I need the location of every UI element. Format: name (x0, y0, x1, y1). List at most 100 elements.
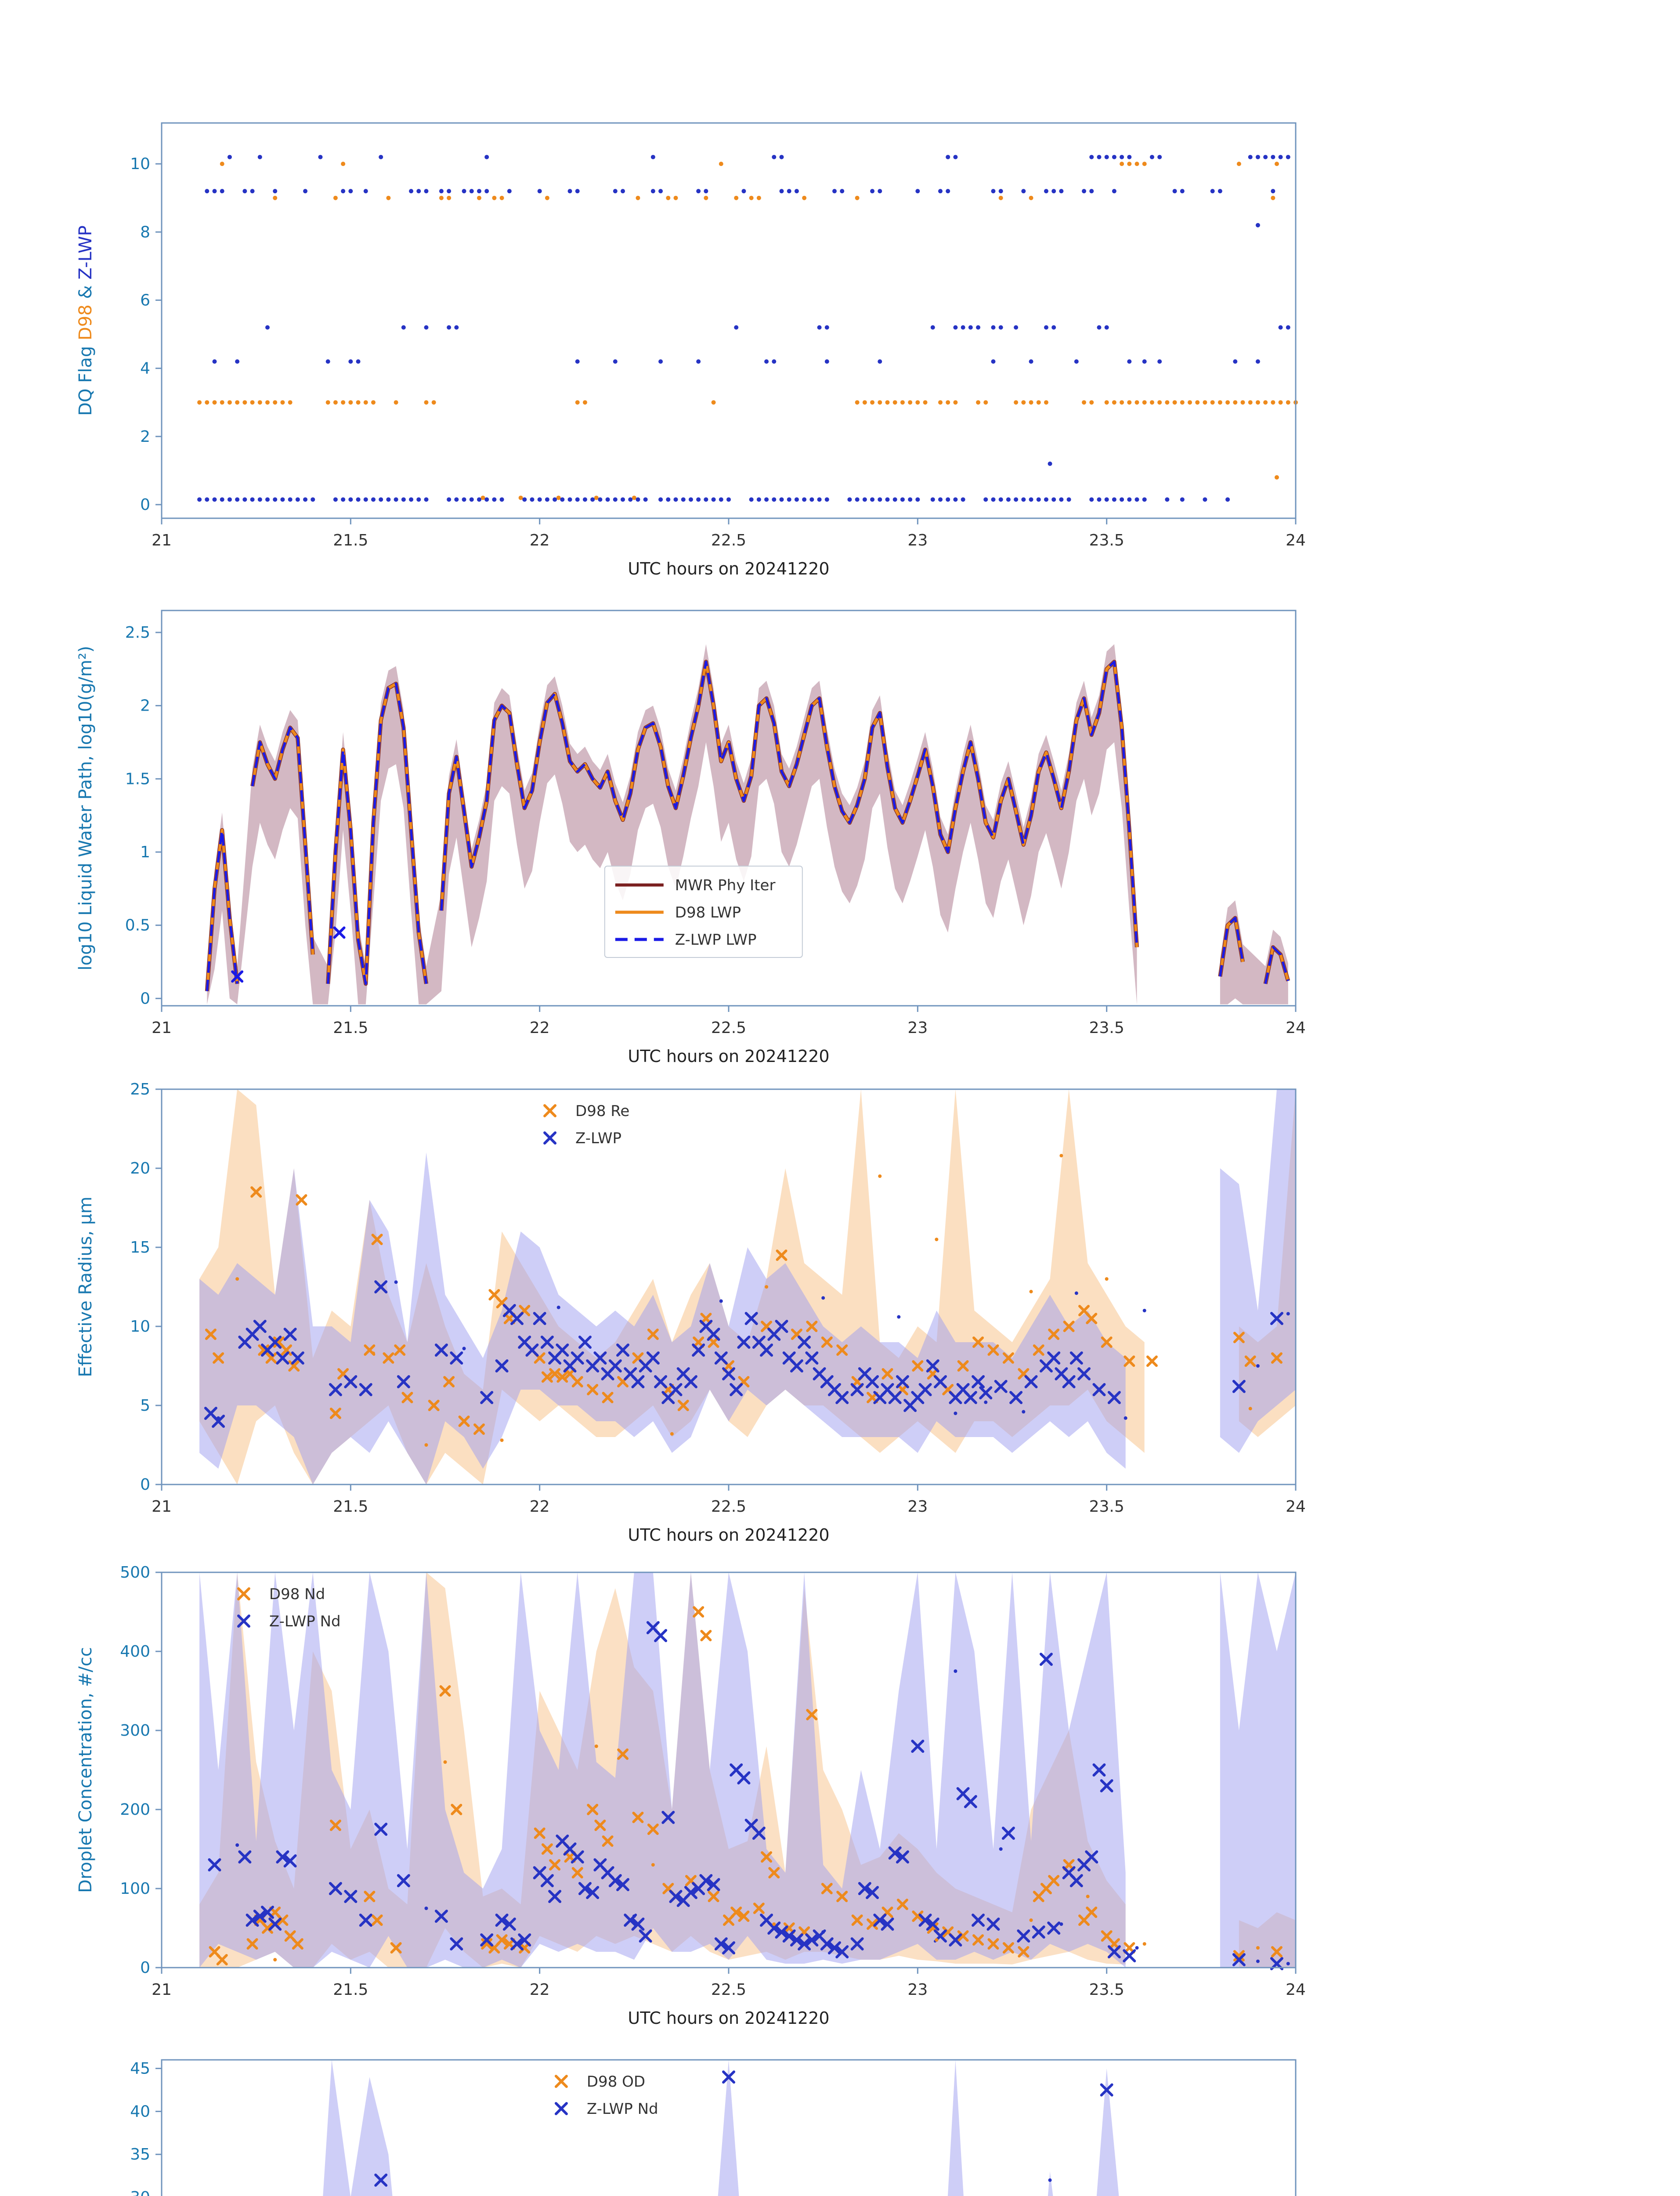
uncertainty-band-1 (199, 1089, 1296, 1484)
uncertainty-band-1 (199, 1572, 1296, 1968)
y-tick-label: 5 (140, 1397, 150, 1415)
series-d98-re (205, 1186, 1283, 1435)
legend-label: D98 Re (575, 1102, 629, 1120)
legend-label: MWR Phy Iter (675, 877, 776, 894)
x-axis-label: UTC hours on 20241220 (628, 2008, 829, 2028)
x-tick-label: 21.5 (333, 1981, 368, 1999)
x-tick-label: 21.5 (333, 531, 368, 549)
x-tick-label: 22 (530, 531, 550, 549)
x-tick-label: 24 (1286, 1981, 1306, 1999)
y-tick-label: 40 (130, 2102, 150, 2120)
y-tick-label: 8 (140, 223, 150, 241)
y-tick-label: 400 (120, 1643, 150, 1661)
legend-label: Z-LWP (575, 1130, 621, 1147)
x-tick-label: 23 (907, 531, 928, 549)
y-axis-label: Droplet Concentration, #/cc (76, 1647, 96, 1893)
legend: D98 OD Z-LWP Nd (554, 2073, 658, 2118)
y-tick-label: 100 (120, 1880, 150, 1898)
y-tick-label: 0 (140, 496, 150, 514)
plot-frame (161, 2059, 1297, 2196)
plot-frame (161, 122, 1297, 519)
x-tick-label: 23.5 (1089, 1981, 1124, 1999)
series-line-z-lwp-lwp (206, 660, 1290, 991)
y-tick-label: 20 (130, 1159, 150, 1177)
y-tick-label: 25 (130, 1080, 150, 1098)
y-tick-label: 300 (120, 1722, 150, 1740)
axes: 21 21.5 22 22.5 23 23.5 24 0 5 10 15 20 25 UTC hours … (76, 1080, 1306, 1545)
droplet-concentration-panel: 21 21.5 22 22.5 23 23.5 24 0 100 200 300 400 500 UTC … (76, 1564, 1306, 2028)
series-d98-nd-dots (273, 1745, 1260, 1961)
x-tick-label: 22.5 (711, 1498, 746, 1516)
series-z-lwp (204, 1280, 1283, 1428)
legend: D98 Nd Z-LWP Nd (237, 1586, 341, 1630)
y-tick-label: 6 (140, 291, 150, 309)
x-tick-label: 21 (152, 1019, 172, 1037)
series-z-lwp-od-dots (1048, 2178, 1052, 2182)
y-axis-label: log10 Liquid Water Path, log10(g/m²) (76, 646, 96, 970)
series-z-lwp-nd (208, 1621, 1283, 1970)
x-axis-label: UTC hours on 20241220 (628, 1525, 829, 1545)
x-tick-label: 23 (907, 1981, 928, 1999)
y-tick-label: 2 (140, 428, 150, 446)
legend-label: Z-LWP Nd (269, 1613, 341, 1630)
x-tick-label: 24 (1286, 1019, 1306, 1037)
x-tick-label: 22.5 (711, 1019, 746, 1037)
x-tick-label: 22.5 (711, 531, 746, 549)
x-tick-label: 23 (907, 1498, 928, 1516)
legend-label: Z-LWP Nd (587, 2100, 658, 2118)
series-z-lwp-nd-dots (235, 1669, 1290, 1965)
y-tick-label: 0 (140, 990, 150, 1008)
legend-label: D98 OD (587, 2073, 645, 2091)
y-tick-label: 15 (130, 1239, 150, 1257)
optical-depth-panel: 2121.52222.52323.524051015202530354045UT… (130, 2059, 1297, 2196)
series-d98-dq-flag (197, 162, 1298, 500)
legend-box (604, 866, 803, 958)
y-tick-label: 0.5 (125, 917, 150, 935)
x-tick-label: 21.5 (333, 1498, 368, 1516)
x-tick-label: 23.5 (1089, 1498, 1124, 1516)
y-axis-label: Effective Radius, µm (76, 1196, 96, 1377)
x-tick-label: 22 (530, 1498, 550, 1516)
y-tick-label: 30 (130, 2189, 150, 2196)
y-tick-label: 500 (120, 1564, 150, 1582)
y-tick-label: 200 (120, 1801, 150, 1819)
y-tick-label: 35 (130, 2145, 150, 2163)
series-z-lwp-dots (217, 1280, 1290, 1420)
y-tick-label: 1 (140, 843, 150, 861)
y-tick-label: 0 (140, 1476, 150, 1494)
y-tick-label: 4 (140, 360, 150, 378)
uncertainty-band-1 (323, 2060, 1119, 2196)
y-tick-label: 1.5 (125, 770, 150, 788)
legend: MWR Phy Iter D98 LWP Z-LWP LWP (604, 866, 803, 958)
y-tick-label: 2 (140, 697, 150, 715)
legend-label: Z-LWP LWP (675, 931, 757, 949)
x-tick-label: 21.5 (333, 1019, 368, 1037)
x-tick-label: 22.5 (711, 1981, 746, 1999)
x-tick-label: 22 (530, 1981, 550, 1999)
x-tick-label: 21 (152, 1981, 172, 1999)
x-axis-label: UTC hours on 20241220 (628, 559, 829, 578)
x-tick-label: 22 (530, 1019, 550, 1037)
legend: D98 Re Z-LWP (543, 1102, 629, 1147)
x-tick-label: 23.5 (1089, 531, 1124, 549)
lwp-uncertainty-band (207, 644, 1288, 1004)
axes: 2121.52222.52323.524051015202530354045UT… (130, 2059, 1297, 2196)
x-tick-label: 23.5 (1089, 1019, 1124, 1037)
legend-label: D98 LWP (675, 904, 741, 921)
x-tick-label: 23 (907, 1019, 928, 1037)
effective-radius-panel: 21 21.5 22 22.5 23 23.5 24 0 5 10 15 20 25 UTC hours … (76, 1080, 1306, 1545)
y-tick-label: 10 (130, 1318, 150, 1336)
x-axis-label: UTC hours on 20241220 (628, 1047, 829, 1066)
y-tick-label: 45 (130, 2060, 150, 2078)
series-z-lwp-nd (374, 2070, 1113, 2187)
x-tick-label: 21 (152, 531, 172, 549)
series-z-lwp-dq-flag (197, 155, 1290, 502)
x-tick-label: 24 (1286, 531, 1306, 549)
x-tick-label: 24 (1286, 1498, 1306, 1516)
